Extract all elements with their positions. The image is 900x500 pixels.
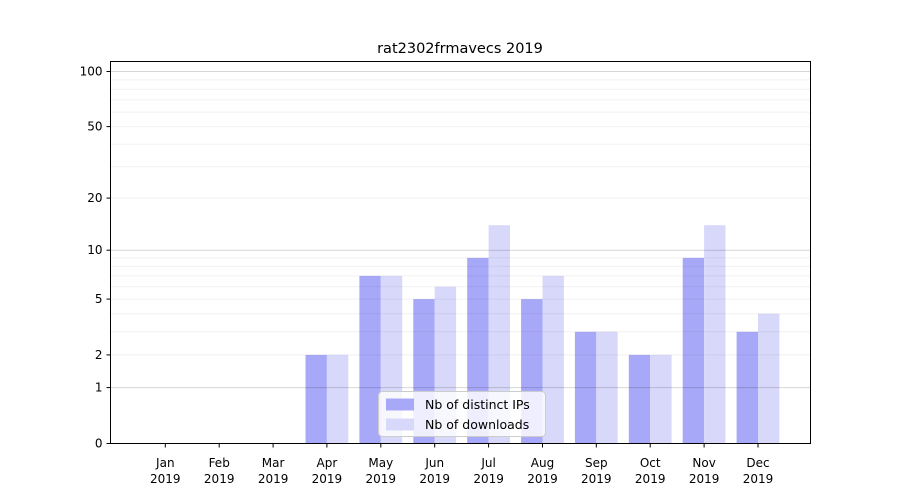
x-tick-label-year: 2019 [689, 472, 720, 486]
x-tick-label-month: Apr [317, 456, 338, 470]
bar-nb-of-downloads-nov-2019 [704, 225, 726, 444]
legend-swatch-distinct-ips [386, 398, 414, 411]
x-tick-label-year: 2019 [635, 472, 666, 486]
bar-nb-of-downloads-apr-2019 [326, 354, 349, 444]
legend-label-downloads: Nb of downloads [425, 417, 529, 432]
bar-nb-of-downloads-sep-2019 [596, 331, 618, 444]
bar-nb-of-distinct-ips-nov-2019 [682, 257, 705, 444]
y-tick-label: 0 [95, 437, 103, 451]
gridlines-group [110, 71, 811, 389]
y-tick-label: 2 [95, 348, 103, 362]
x-tick-label-year: 2019 [150, 472, 181, 486]
x-tick-label-month: May [368, 456, 393, 470]
y-tick-label: 10 [87, 243, 102, 257]
x-tick-label-month: Mar [262, 456, 285, 470]
bar-nb-of-downloads-dec-2019 [758, 313, 780, 444]
x-tick-label-month: Jun [424, 456, 444, 470]
x-tick-label-month: Sep [585, 456, 608, 470]
x-tick-label-year: 2019 [312, 472, 343, 486]
y-tick-label: 1 [95, 381, 103, 395]
bar-nb-of-distinct-ips-sep-2019 [574, 331, 597, 444]
axis-spine [110, 61, 811, 444]
x-tick-label-year: 2019 [419, 472, 450, 486]
x-axis-ticks: Jan 2019 Feb 2019 Mar 2019 Apr 2019 May 2019 Jun 20… [150, 443, 774, 486]
y-tick-label: 20 [87, 191, 102, 205]
x-tick-label-year: 2019 [527, 472, 558, 486]
x-tick-label-month: Aug [531, 456, 554, 470]
x-tick-label-month: Oct [640, 456, 661, 470]
bar-nb-of-downloads-aug-2019 [542, 275, 564, 444]
x-tick-label-year: 2019 [258, 472, 289, 486]
y-tick-label: 5 [95, 292, 103, 306]
x-tick-label-year: 2019 [366, 472, 397, 486]
bar-nb-of-distinct-ips-oct-2019 [628, 354, 651, 444]
legend: Nb of distinct IPs Nb of downloads [378, 391, 546, 437]
legend-box [378, 391, 546, 437]
x-tick-label-month: Jul [480, 456, 495, 470]
x-tick-label-year: 2019 [473, 472, 504, 486]
x-tick-label-year: 2019 [204, 472, 235, 486]
x-tick-label-month: Feb [209, 456, 230, 470]
x-tick-label-year: 2019 [743, 472, 774, 486]
x-tick-label-month: Nov [692, 456, 715, 470]
x-tick-label-month: Dec [746, 456, 769, 470]
bar-nb-of-distinct-ips-apr-2019 [305, 354, 327, 444]
chart-title: rat2302frmavecs 2019 [377, 41, 543, 57]
legend-swatch-downloads [386, 418, 414, 431]
y-axis-ticks: 0 1 2 5 10 20 50 100 [80, 65, 111, 451]
x-tick-label-month: Jan [155, 456, 175, 470]
y-tick-label: 50 [87, 120, 102, 134]
bar-nb-of-distinct-ips-dec-2019 [736, 331, 758, 444]
bar-nb-of-distinct-ips-may-2019 [359, 275, 381, 444]
bar-nb-of-downloads-jul-2019 [488, 225, 510, 444]
bar-nb-of-downloads-oct-2019 [650, 354, 672, 444]
x-tick-label-year: 2019 [581, 472, 612, 486]
y-tick-label: 100 [80, 65, 103, 79]
legend-label-distinct-ips: Nb of distinct IPs [425, 397, 530, 412]
